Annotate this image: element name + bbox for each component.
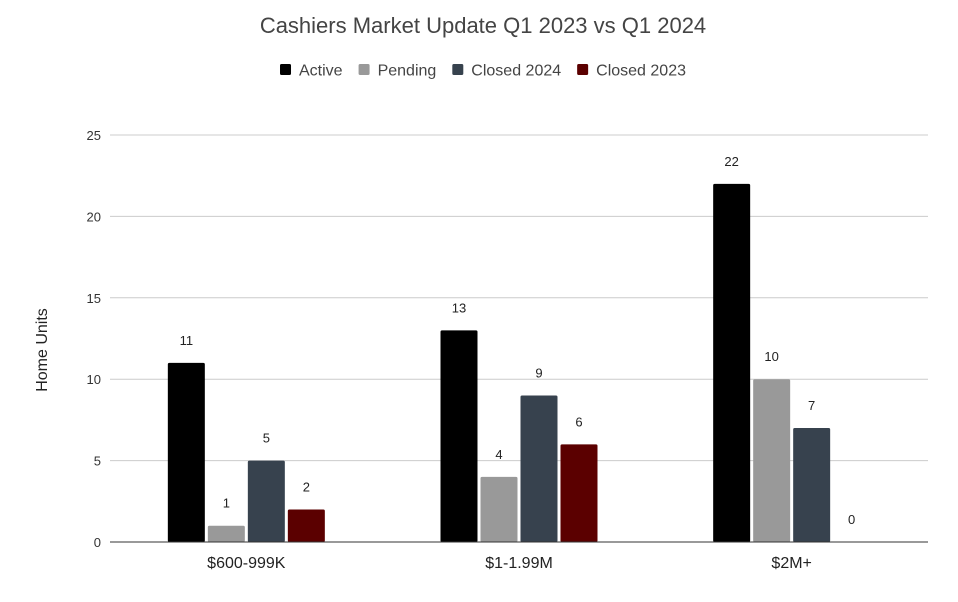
legend: Active Pending Closed 2024 Closed 2023 xyxy=(280,63,686,80)
x-category-label: $1-1.99M xyxy=(485,555,553,572)
legend-label: Active xyxy=(299,63,343,80)
y-tick-label: 15 xyxy=(87,291,101,306)
bars xyxy=(167,183,831,542)
data-label: 13 xyxy=(452,300,466,315)
x-category-label: $600-999K xyxy=(207,555,286,572)
bar-pending xyxy=(753,379,791,542)
legend-swatch xyxy=(577,64,589,75)
y-tick-label: 25 xyxy=(87,128,101,143)
legend-item: Pending xyxy=(358,63,437,80)
bar-active xyxy=(167,362,205,542)
data-label: 4 xyxy=(495,447,502,462)
legend-label: Pending xyxy=(378,63,437,80)
bar-closed-2023 xyxy=(287,509,325,542)
y-axis-ticks: 0 5 10 15 20 25 xyxy=(87,128,101,550)
legend-item: Active xyxy=(280,63,343,80)
x-axis-categories: $600-999K $1-1.99M $2M+ xyxy=(207,555,812,572)
data-label: 0 xyxy=(848,512,855,527)
y-tick-label: 10 xyxy=(87,372,101,387)
chart-title: Cashiers Market Update Q1 2023 vs Q1 202… xyxy=(260,13,706,38)
data-label: 7 xyxy=(808,398,815,413)
legend-swatch xyxy=(452,64,464,75)
bar-closed-2024 xyxy=(520,395,558,542)
legend-label: Closed 2023 xyxy=(596,63,686,80)
data-label: 1 xyxy=(223,496,230,511)
y-axis-label: Home Units xyxy=(34,308,51,392)
x-category-label: $2M+ xyxy=(771,555,811,572)
bar-closed-2023 xyxy=(560,444,598,542)
legend-swatch xyxy=(358,64,370,75)
bar-closed-2024 xyxy=(793,428,831,542)
bar-pending xyxy=(207,525,245,542)
legend-item: Closed 2024 xyxy=(452,63,561,80)
data-label: 5 xyxy=(263,431,270,446)
legend-swatch xyxy=(280,64,292,75)
data-label: 22 xyxy=(724,154,738,169)
data-label: 9 xyxy=(535,365,542,380)
legend-item: Closed 2023 xyxy=(577,63,686,80)
data-label: 10 xyxy=(764,349,778,364)
bar-closed-2024 xyxy=(247,460,285,542)
bar-active xyxy=(440,330,478,542)
data-label: 2 xyxy=(303,479,310,494)
bar-active xyxy=(713,183,751,542)
bar-pending xyxy=(480,476,518,542)
y-tick-label: 5 xyxy=(94,454,101,469)
gridlines xyxy=(110,134,928,462)
y-tick-label: 0 xyxy=(94,535,101,550)
data-label: 6 xyxy=(575,414,582,429)
data-label: 11 xyxy=(180,333,194,348)
y-tick-label: 20 xyxy=(87,209,101,224)
legend-label: Closed 2024 xyxy=(471,63,561,80)
